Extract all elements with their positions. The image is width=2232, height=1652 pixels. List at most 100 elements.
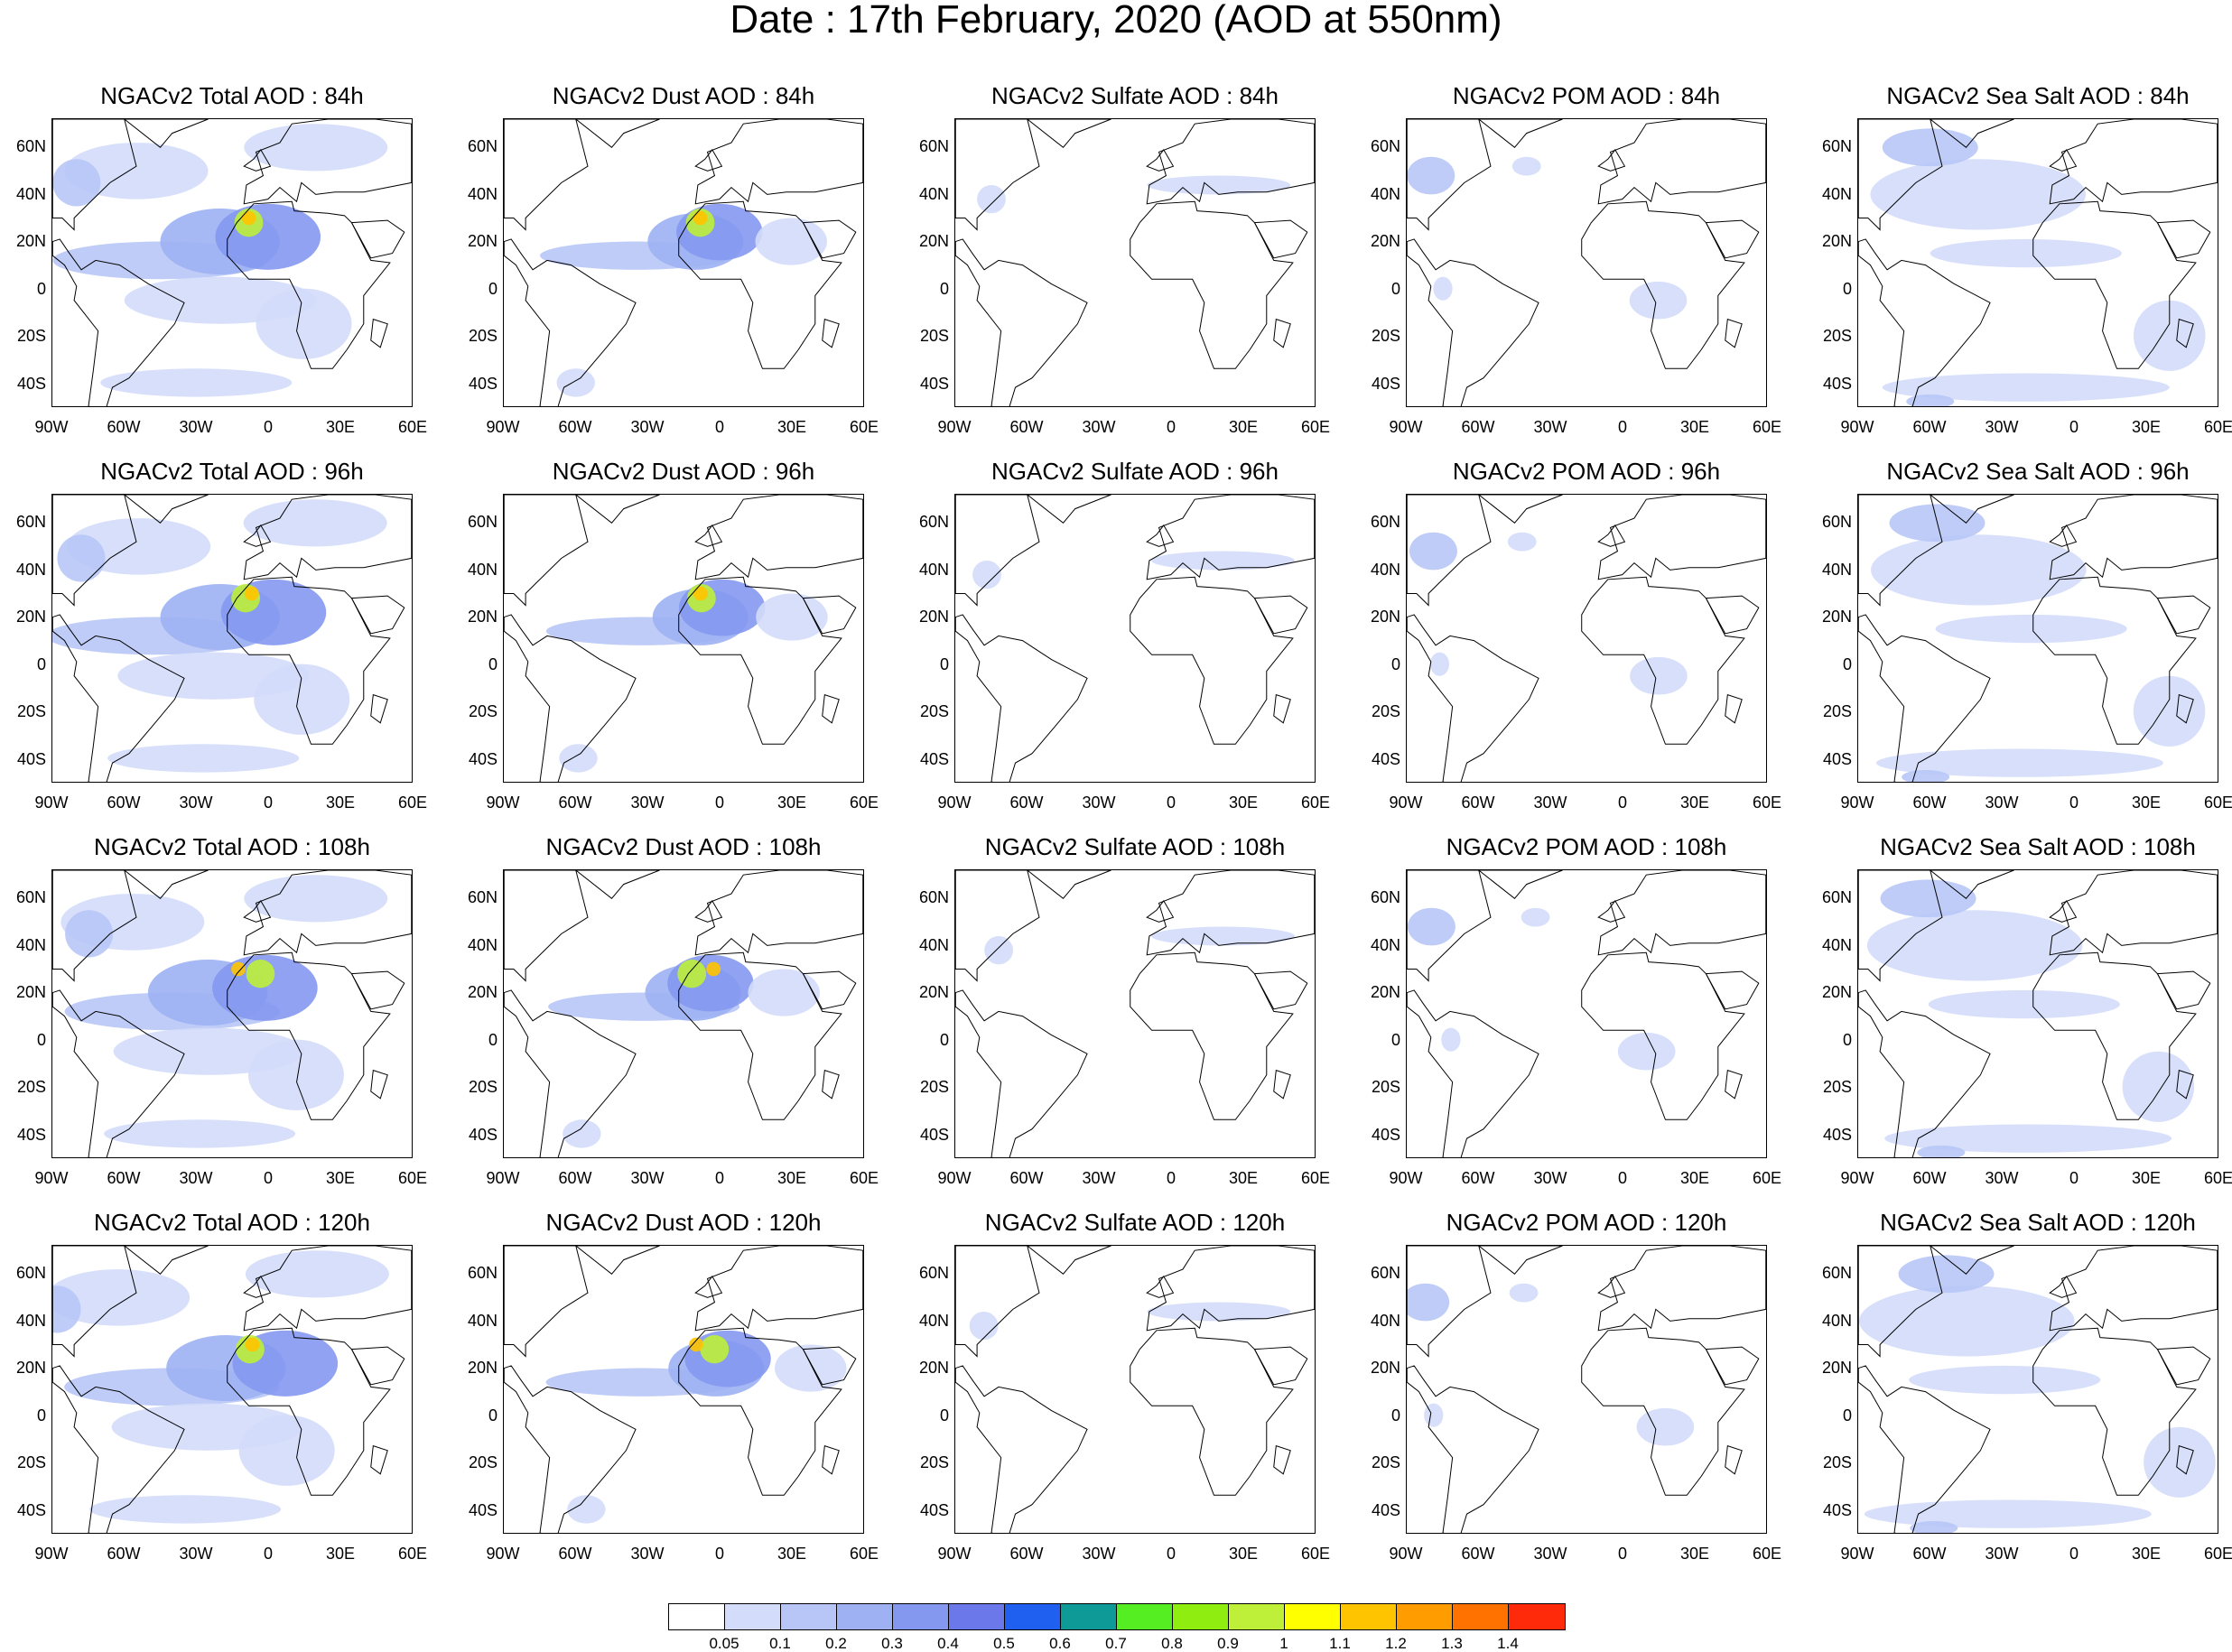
coastline [1929, 870, 2014, 899]
longitude-tick-label: 60W [1009, 794, 1044, 812]
latitude-tick-label: 60N [15, 137, 46, 156]
longitude-tick-label: 30W [1533, 418, 1567, 436]
longitude-tick-label: 60E [2203, 794, 2232, 812]
longitude-tick-label: 30E [325, 1545, 356, 1563]
aod-shading-region [1906, 394, 1955, 406]
aod-shading-region [2144, 1426, 2216, 1498]
coastline [2156, 219, 2211, 259]
panel-title: NGACv2 Dust AOD : 108h [545, 833, 822, 860]
coastline [1407, 1365, 1539, 1533]
colorbar-swatch [893, 1604, 949, 1629]
aod-shading-region [969, 1311, 999, 1341]
colorbar-tick-label: 0.5 [993, 1635, 1015, 1652]
aod-shading-region [676, 203, 763, 261]
coastline [243, 1246, 412, 1332]
longitude-tick-label: 60E [1752, 1545, 1782, 1563]
coastline [955, 1365, 1088, 1533]
longitude-tick-label: 60W [1009, 418, 1044, 436]
coastline [504, 870, 589, 982]
aod-shading-region [52, 159, 101, 207]
longitude-tick-label: 60W [1461, 418, 1495, 436]
coastline [1581, 576, 1745, 745]
panel-title: NGACv2 Dust AOD : 120h [545, 1209, 822, 1236]
coastline [1026, 1246, 1111, 1275]
aod-shading-region [52, 1269, 191, 1326]
aod-map-panel [1857, 1245, 2218, 1534]
coastline [52, 614, 185, 782]
coastline [2156, 1346, 2211, 1386]
latitude-tick-label: 60N [1370, 513, 1400, 532]
latitude-tick-label: 60N [1821, 888, 1852, 907]
latitude-tick-label: 20N [15, 1359, 46, 1378]
latitude-tick-label: 20S [919, 1453, 949, 1472]
longitude-tick-label: 0 [714, 1545, 724, 1563]
longitude-tick-label: 30E [777, 794, 807, 812]
longitude-tick-label: 30W [630, 1545, 665, 1563]
aod-shading-region [774, 1344, 847, 1392]
aod-shading-region [1511, 156, 1541, 176]
longitude-tick-label: 30E [2131, 1545, 2162, 1563]
coastline [1705, 1346, 1760, 1386]
longitude-tick-label: 90W [34, 794, 69, 812]
latitude-tick-label: 20N [467, 232, 498, 251]
longitude-tick-label: 90W [937, 1169, 972, 1187]
aod-map-panel [51, 118, 413, 407]
latitude-tick-label: 40N [15, 935, 46, 954]
longitude-tick-label: 30E [1679, 1545, 1710, 1563]
longitude-tick-label: 0 [2069, 418, 2079, 436]
aod-shading-region [977, 184, 1006, 214]
longitude-tick-label: 30W [1082, 794, 1116, 812]
coastline [1597, 1246, 1766, 1332]
coastline [1858, 119, 1943, 231]
longitude-tick-label: 30W [1533, 794, 1567, 812]
coastline [822, 1444, 840, 1475]
aod-shading-region [1407, 1283, 1450, 1322]
longitude-tick-label: 60E [1752, 1169, 1782, 1187]
latitude-tick-label: 40N [1370, 184, 1400, 203]
latitude-tick-label: 20S [468, 327, 498, 346]
coastline [2032, 200, 2197, 369]
coastline [1407, 238, 1539, 406]
coastline [1273, 318, 1291, 348]
coastline [2176, 1069, 2194, 1100]
aod-shading-region [1407, 907, 1455, 946]
longitude-tick-label: 30E [325, 1169, 356, 1187]
longitude-tick-label: 90W [486, 1545, 520, 1563]
aod-shading-region [693, 210, 708, 226]
aod-shading-region [104, 1119, 296, 1148]
coastline [1597, 495, 1766, 580]
colorbar-tick-label: 1.3 [1441, 1635, 1463, 1652]
latitude-tick-label: 40S [919, 374, 949, 393]
longitude-tick-label: 60E [1300, 794, 1331, 812]
aod-shading-region [1880, 879, 1976, 918]
longitude-tick-label: 60W [1912, 1545, 1947, 1563]
longitude-tick-label: 30W [179, 1169, 213, 1187]
latitude-tick-label: 40S [16, 749, 46, 768]
longitude-tick-label: 30E [777, 1545, 807, 1563]
longitude-tick-label: 0 [1166, 794, 1176, 812]
aod-map-canvas [1858, 495, 2218, 782]
panel-title: NGACv2 POM AOD : 120h [1446, 1209, 1727, 1236]
latitude-tick-label: 40S [16, 374, 46, 393]
panel-title: NGACv2 Total AOD : 108h [94, 833, 370, 860]
latitude-tick-label: 40N [918, 935, 949, 954]
coastline [574, 495, 660, 524]
panel-title: NGACv2 Sea Salt AOD : 120h [1880, 1209, 2196, 1236]
latitude-tick-label: 40N [15, 184, 46, 203]
longitude-tick-label: 90W [937, 418, 972, 436]
coastline [350, 219, 405, 259]
aod-shading-region [1507, 532, 1537, 552]
longitude-tick-label: 60W [558, 794, 592, 812]
coastline [955, 1246, 1040, 1358]
coastline [370, 693, 388, 724]
aod-map-panel [1857, 869, 2218, 1158]
coastline [1597, 119, 1766, 205]
colorbar-swatch [1173, 1604, 1229, 1629]
coastline [227, 576, 391, 745]
coastline [802, 219, 857, 259]
colorbar-tick-label: 1.1 [1329, 1635, 1351, 1652]
coastline [955, 238, 1088, 406]
coastline [2049, 524, 2078, 547]
coastline [1146, 1246, 1315, 1332]
aod-shading-region [1882, 128, 1978, 167]
